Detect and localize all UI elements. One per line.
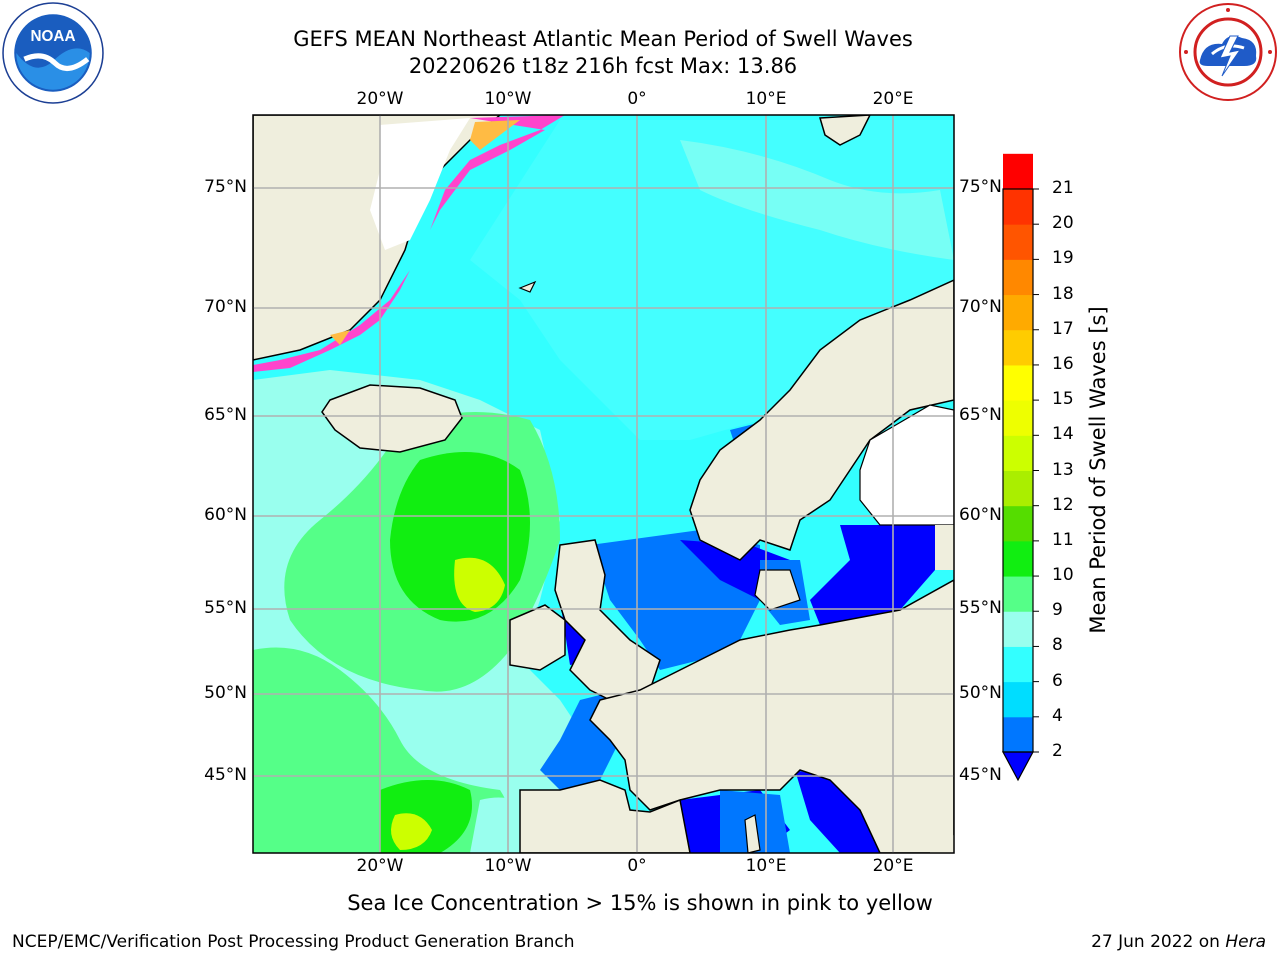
colorbar-segment <box>1003 259 1033 296</box>
date-text: 27 Jun 2022 on Hera <box>1091 932 1266 952</box>
lon-label-top: 10°W <box>484 89 532 109</box>
colorbar-tick-label: 10 <box>1052 565 1074 586</box>
colorbar-tick-label: 18 <box>1052 283 1074 304</box>
colorbar-tick-label: 6 <box>1052 670 1063 691</box>
map-frame <box>252 114 955 854</box>
lon-label-bottom: 20°W <box>356 856 404 876</box>
colorbar-label: Mean Period of Swell Waves [s] <box>1086 306 1110 634</box>
colorbar-tick-label: 21 <box>1052 178 1074 198</box>
ocean-swell-area <box>454 557 505 612</box>
lat-label-right: 60°N <box>959 505 1002 525</box>
ocean-swell-area <box>810 525 935 625</box>
corsica-landmass <box>744 814 761 853</box>
colorbar-tick-label: 13 <box>1052 459 1074 480</box>
lon-label-top: 0° <box>627 89 647 109</box>
lon-label-bottom: 10°W <box>484 856 532 876</box>
greenland-ice <box>370 118 470 250</box>
colorbar-tick-label: 15 <box>1052 389 1074 410</box>
lat-label-left: 75°N <box>204 177 247 197</box>
colorbar-tick-label: 8 <box>1052 635 1063 656</box>
lon-label-top: 20°E <box>872 89 914 109</box>
lat-label-right: 65°N <box>959 405 1002 425</box>
lon-label-bottom: 20°E <box>872 856 914 876</box>
colorbar-segment <box>1003 716 1033 753</box>
lat-label-left: 45°N <box>204 765 247 785</box>
colorbar-tick-label: 17 <box>1052 318 1074 339</box>
iberia-landmass <box>519 779 691 853</box>
colorbar-segment <box>1003 505 1033 542</box>
colorbar-segment <box>1003 189 1033 225</box>
colorbar-tick-label: 4 <box>1052 705 1063 726</box>
baltic-land <box>935 525 954 570</box>
colorbar <box>1001 153 1039 782</box>
colorbar-segment <box>1003 329 1033 366</box>
nws-logo-icon <box>1179 3 1277 101</box>
colorbar-segment <box>1003 435 1033 471</box>
lon-label-top: 10°E <box>745 89 787 109</box>
lat-label-left: 65°N <box>204 405 247 425</box>
colorbar-segment <box>1003 646 1033 683</box>
lat-label-right: 45°N <box>959 765 1002 785</box>
colorbar-segment <box>1003 681 1033 718</box>
sea-ice-caption: Sea Ice Concentration > 15% is shown in … <box>347 891 933 915</box>
jan-mayen-landmass <box>518 280 537 293</box>
lat-label-left: 70°N <box>204 297 247 317</box>
lon-label-bottom: 10°E <box>745 856 787 876</box>
sea-ice-band <box>330 330 350 345</box>
colorbar-segment <box>1003 400 1033 436</box>
map-title: GEFS MEAN Northeast Atlantic Mean Period… <box>293 27 913 51</box>
colorbar-segment <box>1003 224 1033 260</box>
colorbar-segment <box>1003 470 1033 507</box>
map-area <box>253 115 954 853</box>
continental-europe-landmass <box>589 579 954 853</box>
colorbar-tick-label: 16 <box>1052 353 1074 374</box>
lat-label-left: 60°N <box>204 505 247 525</box>
date-label: 27 Jun 2022 on <box>1091 932 1220 952</box>
scandinavia-landmass <box>689 279 954 561</box>
colorbar-segment <box>1003 364 1033 401</box>
colorbar-segment <box>1003 576 1033 612</box>
colorbar-segment <box>1003 294 1033 331</box>
lat-label-left: 55°N <box>204 598 247 618</box>
noaa-logo-text: NOAA <box>31 28 76 45</box>
colorbar-segment <box>1003 540 1033 577</box>
lat-label-right: 75°N <box>959 177 1002 197</box>
host-name: Hera <box>1225 932 1266 952</box>
lat-label-right: 70°N <box>959 297 1002 317</box>
iceland-landmass <box>321 384 463 453</box>
lon-label-top: 20°W <box>356 89 404 109</box>
lat-label-right: 50°N <box>959 683 1002 703</box>
colorbar-tick-label: 11 <box>1052 529 1074 550</box>
ireland-landmass <box>509 604 566 671</box>
colorbar-extend-arrow <box>1001 751 1035 782</box>
balkan-landmass <box>930 835 954 853</box>
colorbar-tick-label: 12 <box>1052 494 1074 515</box>
colorbar-segment <box>1003 153 1033 190</box>
ocean-swell-area <box>680 140 954 260</box>
ocean-swell-area <box>391 813 432 850</box>
colorbar-tick-label: 9 <box>1052 600 1063 621</box>
colorbar-tick-label: 14 <box>1052 424 1074 445</box>
colorbar-tick-label: 2 <box>1052 741 1063 761</box>
credit-text: NCEP/EMC/Verification Post Processing Pr… <box>12 932 575 952</box>
noaa-logo-icon: NOAA <box>2 2 104 104</box>
map-subtitle: 20220626 t18z 216h fcst Max: 13.86 <box>408 54 798 78</box>
colorbar-segment <box>1003 611 1033 647</box>
lat-label-left: 50°N <box>204 683 247 703</box>
colorbar-tick-label: 19 <box>1052 248 1074 269</box>
ocean-swell-area <box>795 770 890 853</box>
colorbar-tick-label: 20 <box>1052 213 1074 234</box>
gulf-of-bothnia <box>859 404 954 526</box>
graticule <box>253 115 954 853</box>
lon-label-bottom: 0° <box>627 856 647 876</box>
lat-label-right: 55°N <box>959 598 1002 618</box>
